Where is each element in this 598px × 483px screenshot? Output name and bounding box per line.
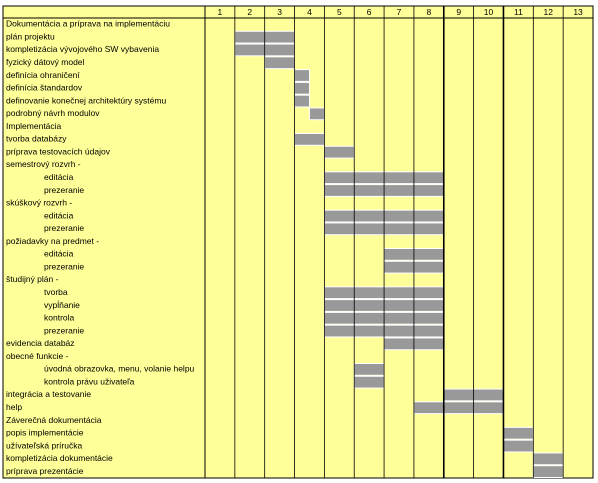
task-label: popis implementácie xyxy=(6,428,84,438)
task-label: vypĺňanie xyxy=(44,299,80,310)
task-label: editácia xyxy=(44,210,74,220)
task-label: Dokumentácia a príprava na implementáciu xyxy=(6,19,170,29)
task-bar xyxy=(502,426,534,440)
task-label: študijný plán - xyxy=(6,274,59,284)
task-label: skúškový rozvrh - xyxy=(6,198,72,208)
task-bar xyxy=(502,439,534,453)
task-label: tvorba databázy xyxy=(6,134,67,144)
task-label: kontrola xyxy=(44,313,75,323)
task-label: integrácia a testovanie xyxy=(6,389,91,399)
week-label: 5 xyxy=(337,7,342,17)
task-label: prezeranie xyxy=(44,325,84,335)
week-label: 9 xyxy=(456,7,461,17)
task-label: fyzický dátový model xyxy=(6,57,85,67)
task-label: definovanie konečnej architektúry systém… xyxy=(6,95,166,105)
task-label: užívateľská príručka xyxy=(6,440,82,450)
task-bar xyxy=(294,69,310,82)
task-bar xyxy=(294,133,325,146)
week-label: 13 xyxy=(573,7,583,17)
task-label: definícia ohraničení xyxy=(6,70,80,80)
task-bar xyxy=(308,107,325,121)
task-label: kontrola právu uživateľa xyxy=(44,376,135,386)
task-bar xyxy=(413,401,504,415)
week-label: 2 xyxy=(247,7,252,17)
task-label: požiadavky na predmet - xyxy=(6,236,99,246)
task-label: prezeranie xyxy=(44,261,84,271)
week-label: 1 xyxy=(218,7,223,17)
task-label: úvodná obrazovka, menu, volanie helpu xyxy=(44,364,195,374)
task-bar xyxy=(294,81,310,95)
task-label: definícia štandardov xyxy=(6,83,83,93)
week-label: 3 xyxy=(277,7,282,17)
task-label: prezeranie xyxy=(44,223,84,233)
task-bar xyxy=(294,94,310,108)
task-label: semestrový rozvrh - xyxy=(6,159,81,169)
task-label: editácia xyxy=(44,172,74,182)
week-label: 8 xyxy=(426,7,431,17)
week-label: 4 xyxy=(307,7,312,17)
task-label: príprava prezentácie xyxy=(6,466,84,476)
task-label: kompletizácia dokumentácie xyxy=(6,453,113,463)
task-label: obecné funkcie - xyxy=(6,351,69,361)
task-label: kompletizácia vývojového SW vybavenia xyxy=(6,44,159,54)
task-label: Implementácia xyxy=(6,121,62,131)
task-bar xyxy=(532,465,564,479)
task-label: príprava testovacích údajov xyxy=(6,146,111,156)
task-bar xyxy=(353,363,385,376)
task-label: plán projektu xyxy=(6,31,55,41)
task-label: help xyxy=(6,402,22,412)
task-bar xyxy=(532,452,564,466)
week-label: 7 xyxy=(397,7,402,17)
week-label: 10 xyxy=(484,7,494,17)
task-label: evidencia databáz xyxy=(6,338,75,348)
task-label: tvorba xyxy=(44,287,68,297)
week-label: 11 xyxy=(514,7,523,17)
task-label: Záverečná dokumentácia xyxy=(6,415,102,425)
task-bar xyxy=(353,375,385,389)
week-label: 12 xyxy=(543,7,553,17)
week-label: 6 xyxy=(367,7,372,17)
task-bar xyxy=(323,145,355,159)
task-bar xyxy=(264,56,296,70)
task-label: podrobný návrh modulov xyxy=(6,108,100,118)
task-label: prezeranie xyxy=(44,185,84,195)
task-label: editácia xyxy=(44,249,74,259)
